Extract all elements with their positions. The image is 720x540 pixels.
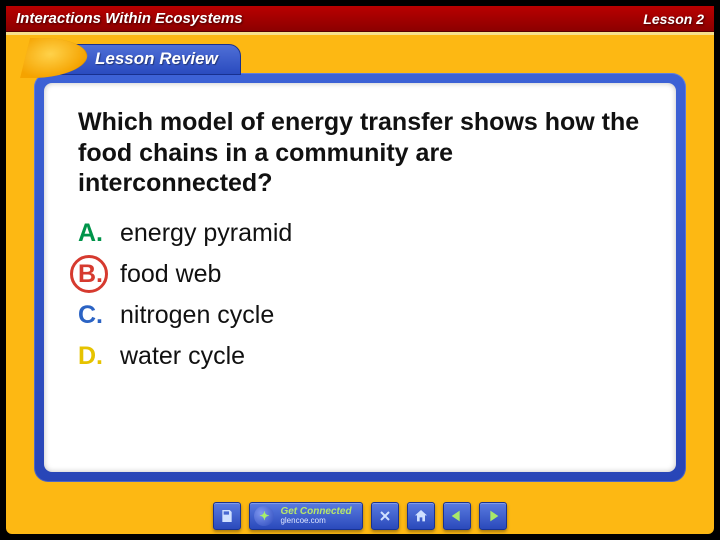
next-button[interactable]: [479, 502, 507, 530]
prev-icon: [449, 508, 465, 524]
home-button[interactable]: [407, 502, 435, 530]
answer-option[interactable]: C. nitrogen cycle: [78, 301, 642, 330]
globe-icon: ✦: [254, 506, 274, 526]
option-letter: A.: [78, 219, 106, 248]
slide-frame: Interactions Within Ecosystems Lesson 2 …: [6, 6, 714, 534]
answer-option[interactable]: A. energy pyramid: [78, 219, 642, 248]
content-panel-outer: Which model of energy transfer shows how…: [34, 73, 686, 482]
lesson-label: Lesson 2: [643, 11, 704, 27]
option-text: nitrogen cycle: [120, 301, 274, 330]
option-letter: D.: [78, 342, 106, 371]
content-panel-inner: Which model of energy transfer shows how…: [44, 83, 676, 472]
close-icon: [377, 508, 393, 524]
header-separator: [6, 32, 714, 35]
save-icon: [219, 508, 235, 524]
next-icon: [485, 508, 501, 524]
options-list: A. energy pyramid B. food web C. nitrogen cyc…: [78, 219, 642, 371]
option-text: energy pyramid: [120, 219, 292, 248]
option-letter: C.: [78, 301, 106, 330]
tab-label: Lesson Review: [95, 49, 218, 68]
home-icon: [413, 508, 429, 524]
get-connected-url: glencoe.com: [280, 517, 351, 525]
prev-button[interactable]: [443, 502, 471, 530]
answer-option[interactable]: D. water cycle: [78, 342, 642, 371]
option-text: water cycle: [120, 342, 245, 371]
chapter-title: Interactions Within Ecosystems: [16, 10, 243, 27]
option-text: food web: [120, 260, 221, 289]
footer-toolbar: ✦ Get Connected glencoe.com: [6, 490, 714, 534]
get-connected-button[interactable]: ✦ Get Connected glencoe.com: [249, 502, 362, 530]
option-letter: B.: [78, 260, 106, 289]
answer-option[interactable]: B. food web: [78, 260, 642, 289]
lesson-review-tab: Lesson Review: [44, 44, 241, 75]
tab-swoosh-decoration: [20, 38, 92, 78]
header-bar: Interactions Within Ecosystems Lesson 2: [6, 6, 714, 32]
close-button[interactable]: [371, 502, 399, 530]
question-text: Which model of energy transfer shows how…: [78, 107, 642, 199]
save-button[interactable]: [213, 502, 241, 530]
